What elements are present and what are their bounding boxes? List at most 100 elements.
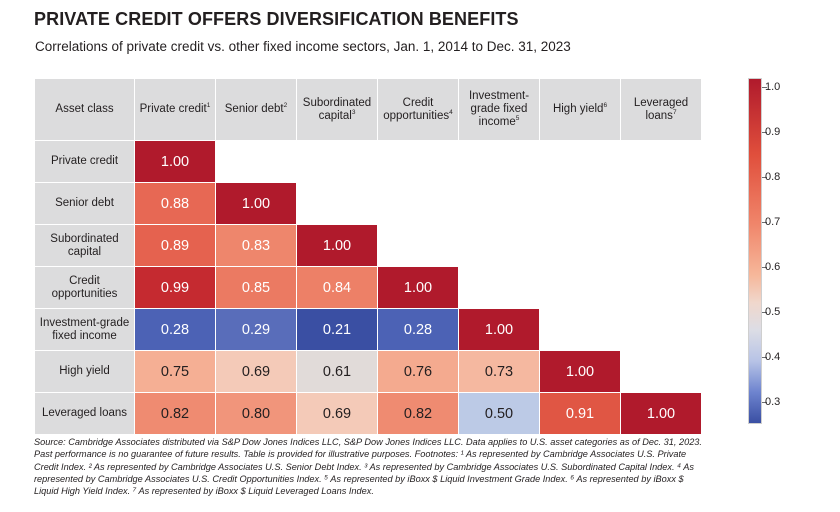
row-header-investment-grade-fixed-income: Investment-grade fixed income	[34, 308, 135, 351]
footnote-marker: 1	[206, 102, 211, 110]
source-line: Liquid High Yield Index. ⁷ As represente…	[34, 486, 374, 497]
footnote-marker: 3	[351, 108, 356, 116]
empty-cell	[377, 182, 459, 225]
correlation-cell: 1.00	[296, 224, 378, 267]
label-line: fixed income	[52, 329, 117, 342]
label-line: Leveraged	[633, 96, 689, 109]
scale-tick-label: 0.9	[765, 126, 781, 138]
scale-tick-label: 0.6	[765, 261, 781, 273]
column-header-senior-debt: Senior debt2	[215, 78, 297, 141]
label-line: Investment-	[468, 90, 530, 102]
label-line: Investment-grade	[39, 316, 130, 329]
matrix-body: Private credit 1.00 Senior debt 0.88 1.00 Sub…	[34, 140, 702, 435]
correlation-cell: 1.00	[377, 266, 459, 309]
column-header-subordinated-capital: Subordinated capital3	[296, 78, 378, 141]
empty-cell	[620, 308, 702, 351]
scale-tick-mark	[762, 402, 767, 403]
label-line: Private credit	[139, 103, 207, 115]
correlation-cell: 0.50	[458, 392, 540, 435]
correlation-cell: 0.83	[215, 224, 297, 267]
scale-tick-mark	[762, 132, 767, 133]
scale-tick-mark	[762, 267, 767, 268]
scale-tick-mark	[762, 312, 767, 313]
scale-tick-label: 1.0	[765, 81, 781, 93]
correlation-cell: 0.29	[215, 308, 297, 351]
label-line: Private credit	[50, 155, 119, 167]
label-line: income	[478, 116, 516, 128]
correlation-cell: 0.73	[458, 350, 540, 393]
correlation-cell: 0.75	[134, 350, 216, 393]
label-line: Credit	[69, 274, 100, 287]
correlation-cell: 0.21	[296, 308, 378, 351]
empty-cell	[620, 224, 702, 267]
empty-cell	[539, 224, 621, 267]
empty-cell	[620, 182, 702, 225]
chart-subtitle: Correlations of private credit vs. other…	[35, 39, 571, 54]
row-header-senior-debt: Senior debt	[34, 182, 135, 225]
correlation-cell: 1.00	[215, 182, 297, 225]
correlation-cell: 0.85	[215, 266, 297, 309]
correlation-cell: 1.00	[539, 350, 621, 393]
correlation-cell: 0.89	[134, 224, 216, 267]
source-footnote: Source: Cambridge Associates distributed…	[34, 436, 814, 497]
empty-cell	[620, 350, 702, 393]
matrix-row-subordinated-capital: Subordinated capital 0.89 0.83 1.00	[34, 224, 702, 267]
empty-cell	[458, 182, 540, 225]
scale-tick-mark	[762, 177, 767, 178]
source-line: represented by Cambridge Associates U.S.…	[34, 473, 684, 484]
matrix-row-leveraged-loans: Leveraged loans 0.82 0.80 0.69 0.82 0.50 0.91 1…	[34, 392, 702, 435]
correlation-matrix: Asset class Private credit1 Senior debt2 S…	[34, 78, 702, 435]
empty-cell	[377, 224, 459, 267]
scale-tick-label: 0.7	[765, 216, 781, 228]
empty-cell	[539, 266, 621, 309]
empty-cell	[539, 182, 621, 225]
correlation-cell: 0.28	[134, 308, 216, 351]
empty-cell	[458, 266, 540, 309]
empty-cell	[215, 140, 297, 183]
empty-cell	[296, 140, 378, 183]
footnote-marker: 7	[672, 108, 677, 116]
matrix-row-credit-opportunities: Credit opportunities 0.99 0.85 0.84 1.00	[34, 266, 702, 309]
correlation-cell: 0.61	[296, 350, 378, 393]
label-line: opportunities	[51, 287, 118, 300]
label-line: loans	[645, 109, 673, 122]
empty-cell	[458, 140, 540, 183]
footnote-marker: 2	[283, 102, 288, 110]
scale-tick-mark	[762, 87, 767, 88]
scale-tick-label: 0.5	[765, 306, 781, 318]
empty-cell	[620, 266, 702, 309]
correlation-cell: 0.76	[377, 350, 459, 393]
correlation-cell: 1.00	[620, 392, 702, 435]
scale-tick-label: 0.8	[765, 171, 781, 183]
empty-cell	[539, 308, 621, 351]
correlation-cell: 0.69	[215, 350, 297, 393]
label-line: grade fixed	[470, 103, 528, 115]
column-header-leveraged-loans: Leveraged loans7	[620, 78, 702, 141]
row-header-high-yield: High yield	[34, 350, 135, 393]
correlation-cell: 0.69	[296, 392, 378, 435]
footnote-marker: 6	[603, 102, 608, 110]
column-header-high-yield: High yield6	[539, 78, 621, 141]
label-line: High yield	[59, 365, 110, 377]
label-line: Leveraged loans	[41, 407, 128, 419]
label-line: Subordinated	[50, 232, 119, 245]
correlation-cell: 0.99	[134, 266, 216, 309]
row-header-subordinated-capital: Subordinated capital	[34, 224, 135, 267]
correlation-cell: 0.91	[539, 392, 621, 435]
empty-cell	[377, 140, 459, 183]
source-line: Past performance is no guarantee of futu…	[34, 449, 687, 460]
correlation-cell: 0.82	[377, 392, 459, 435]
source-line: Source: Cambridge Associates distributed…	[34, 437, 702, 447]
matrix-row-senior-debt: Senior debt 0.88 1.00	[34, 182, 702, 225]
label-line: opportunities	[383, 109, 450, 122]
correlation-cell: 0.80	[215, 392, 297, 435]
correlation-cell: 0.82	[134, 392, 216, 435]
header-row: Asset class Private credit1 Senior debt2 S…	[34, 78, 702, 141]
label-line: Senior debt	[224, 103, 284, 115]
correlation-cell: 1.00	[458, 308, 540, 351]
row-header-private-credit: Private credit	[34, 140, 135, 183]
color-scale-bar	[748, 78, 762, 424]
label-line: capital	[67, 245, 102, 258]
footnote-marker: 5	[515, 115, 520, 123]
scale-tick-mark	[762, 222, 767, 223]
